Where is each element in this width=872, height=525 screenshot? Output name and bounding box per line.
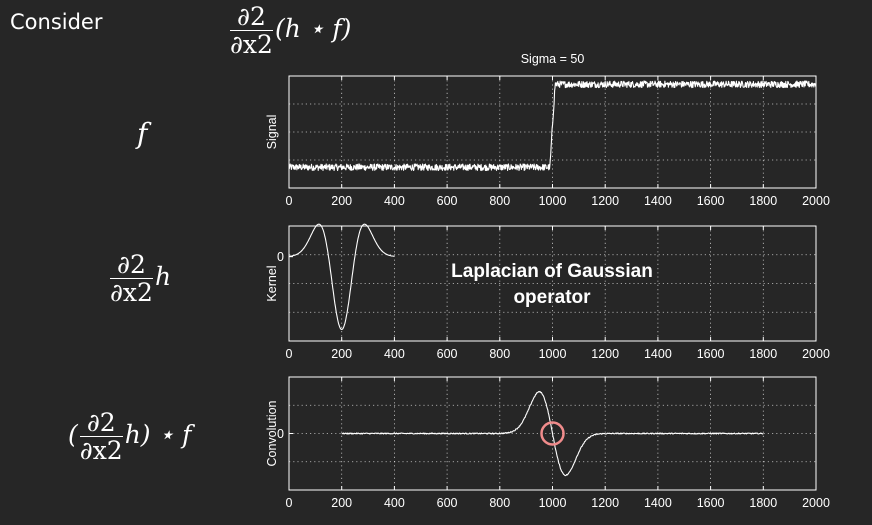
row2-formula-denominator: ∂x2 (110, 278, 153, 307)
row3-formula-rest: h) ⋆ f (124, 420, 192, 449)
top-formula-denominator: ∂x2 (230, 30, 273, 59)
annotation-line-1: Laplacian of Gaussian (451, 261, 653, 282)
x-tick-label: 400 (384, 496, 405, 510)
top-formula-numerator: ∂2 (230, 4, 273, 31)
row2-formula-rest: h (154, 262, 172, 291)
chart-3: 0 200 400 600 800 1000 1200 1400 1600 1800 20000Co… (265, 376, 830, 510)
x-tick-label: 600 (437, 347, 458, 361)
x-tick-label: 1000 (539, 496, 567, 510)
x-tick-label: 0 (286, 194, 293, 208)
row1-formula: f (137, 120, 147, 148)
x-tick-label: 600 (437, 496, 458, 510)
y-tick-label: 0 (277, 427, 284, 441)
row2-formula: ∂2 ∂x2 h (108, 252, 171, 305)
x-tick-label: 1400 (644, 496, 672, 510)
x-tick-label: 1400 (644, 194, 672, 208)
x-tick-label: 1200 (591, 347, 619, 361)
x-tick-label: 1600 (697, 194, 725, 208)
chart-2: 0 200 400 600 800 1000 1200 1400 1600 1800 20000Ke… (265, 223, 830, 361)
x-tick-label: 200 (331, 347, 352, 361)
y-axis-label: Signal (265, 115, 279, 150)
x-tick-label: 1000 (539, 194, 567, 208)
top-formula-fraction: ∂2 ∂x2 (230, 4, 273, 57)
x-tick-label: 1800 (749, 496, 777, 510)
x-tick-label: 600 (437, 194, 458, 208)
x-tick-label: 800 (489, 347, 510, 361)
x-tick-label: 1800 (749, 347, 777, 361)
series-line (288, 223, 395, 331)
row2-formula-numerator: ∂2 (110, 252, 153, 279)
chart-title: Sigma = 50 (521, 52, 585, 66)
series-line (288, 80, 817, 172)
zero-crossing-highlight (540, 421, 565, 446)
row2-formula-fraction: ∂2 ∂x2 (110, 252, 153, 305)
x-tick-label: 2000 (802, 194, 830, 208)
x-tick-label: 400 (384, 194, 405, 208)
y-axis-label: Convolution (265, 400, 279, 466)
row3-formula: ( ∂2 ∂x2 h) ⋆ f (68, 410, 191, 463)
row3-formula-open-paren: ( (68, 420, 78, 449)
y-axis-label: Kernel (265, 265, 279, 301)
annotation-line-2: operator (513, 287, 591, 308)
x-tick-label: 0 (286, 496, 293, 510)
x-tick-label: 200 (331, 496, 352, 510)
x-tick-label: 1800 (749, 194, 777, 208)
row1-formula-text: f (137, 117, 148, 150)
x-tick-label: 800 (489, 496, 510, 510)
x-tick-label: 0 (286, 347, 293, 361)
chart-1: 0 200 400 600 800 1000 1200 1400 1600 1800 2000 Sig… (265, 52, 830, 208)
x-tick-label: 1000 (539, 347, 567, 361)
row3-formula-denominator: ∂x2 (79, 436, 123, 465)
series-line (341, 390, 764, 477)
x-tick-label: 2000 (802, 496, 830, 510)
y-tick-label: 0 (277, 250, 284, 264)
x-tick-label: 1200 (591, 194, 619, 208)
x-tick-label: 1400 (644, 347, 672, 361)
top-formula-rest: (h ⋆ f) (274, 14, 352, 43)
row3-formula-numerator: ∂2 (79, 410, 123, 437)
x-tick-label: 1200 (591, 496, 619, 510)
top-formula: ∂2 ∂x2 (h ⋆ f) (228, 4, 351, 57)
x-tick-label: 2000 (802, 347, 830, 361)
x-tick-label: 1600 (697, 496, 725, 510)
x-tick-label: 800 (489, 194, 510, 208)
x-tick-label: 400 (384, 347, 405, 361)
slide-heading: Consider (10, 10, 103, 34)
x-tick-label: 1600 (697, 347, 725, 361)
row3-formula-fraction: ∂2 ∂x2 (79, 410, 123, 465)
x-tick-label: 200 (331, 194, 352, 208)
